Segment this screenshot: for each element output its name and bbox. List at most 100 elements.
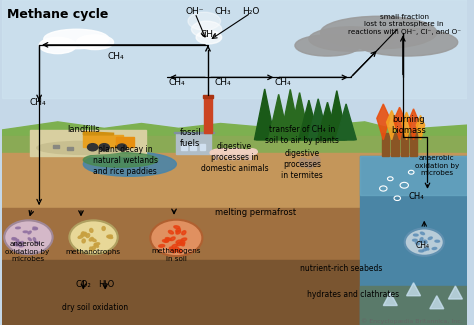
Bar	[214, 154, 217, 159]
Polygon shape	[327, 91, 347, 140]
Circle shape	[405, 228, 444, 256]
Polygon shape	[394, 107, 405, 140]
Polygon shape	[448, 286, 462, 299]
Ellipse shape	[94, 244, 99, 247]
Polygon shape	[83, 132, 114, 135]
Ellipse shape	[35, 241, 39, 244]
Ellipse shape	[312, 156, 320, 165]
Ellipse shape	[178, 249, 182, 253]
Ellipse shape	[165, 238, 171, 240]
Bar	[248, 154, 251, 159]
Ellipse shape	[82, 239, 85, 243]
Text: methanogens
in soil: methanogens in soil	[152, 248, 201, 262]
Polygon shape	[30, 130, 146, 156]
Ellipse shape	[12, 238, 17, 240]
Bar	[228, 154, 230, 159]
Ellipse shape	[435, 240, 439, 242]
Ellipse shape	[76, 35, 114, 49]
Polygon shape	[319, 122, 336, 140]
Ellipse shape	[90, 228, 93, 232]
Polygon shape	[2, 119, 467, 156]
Polygon shape	[268, 94, 289, 140]
Bar	[2, 260, 467, 325]
Ellipse shape	[39, 37, 76, 54]
Text: CH₄: CH₄	[168, 78, 185, 87]
Polygon shape	[280, 89, 301, 140]
FancyBboxPatch shape	[83, 135, 123, 147]
Polygon shape	[282, 109, 299, 140]
Ellipse shape	[227, 150, 252, 158]
Ellipse shape	[196, 31, 222, 44]
Ellipse shape	[320, 16, 437, 49]
Ellipse shape	[299, 158, 308, 167]
Text: CH₄: CH₄	[275, 78, 292, 87]
Text: digestive
processes
in termites: digestive processes in termites	[281, 149, 323, 180]
Ellipse shape	[176, 230, 181, 234]
Ellipse shape	[423, 249, 427, 251]
Ellipse shape	[420, 238, 423, 241]
Ellipse shape	[175, 247, 179, 251]
Ellipse shape	[182, 231, 186, 235]
Ellipse shape	[163, 240, 168, 242]
Ellipse shape	[19, 245, 24, 247]
Ellipse shape	[12, 238, 17, 240]
Ellipse shape	[420, 232, 425, 235]
Circle shape	[99, 144, 109, 151]
Ellipse shape	[86, 234, 90, 238]
Polygon shape	[299, 100, 319, 140]
Polygon shape	[409, 109, 419, 140]
Ellipse shape	[180, 242, 184, 246]
Text: landfills: landfills	[67, 125, 100, 135]
Ellipse shape	[169, 247, 174, 251]
Polygon shape	[317, 102, 338, 140]
Text: hydrates and clathrates: hydrates and clathrates	[307, 290, 399, 299]
Ellipse shape	[159, 245, 164, 247]
Ellipse shape	[413, 234, 418, 236]
Ellipse shape	[231, 148, 241, 154]
FancyBboxPatch shape	[176, 133, 211, 154]
Bar	[220, 154, 223, 159]
Ellipse shape	[181, 240, 185, 244]
Text: anaerobic
oxidation by
microbes: anaerobic oxidation by microbes	[5, 241, 50, 262]
Polygon shape	[338, 124, 355, 140]
Text: fossil
fuels: fossil fuels	[180, 128, 201, 148]
Ellipse shape	[428, 237, 432, 240]
Ellipse shape	[84, 232, 87, 236]
Ellipse shape	[210, 149, 236, 157]
Ellipse shape	[89, 238, 93, 241]
Text: CH₄: CH₄	[30, 98, 46, 107]
Text: H₂O: H₂O	[99, 280, 115, 289]
Text: melting permafrost: melting permafrost	[215, 208, 296, 217]
Ellipse shape	[19, 241, 23, 243]
Bar	[244, 154, 246, 159]
Polygon shape	[383, 292, 397, 306]
Bar	[90, 146, 96, 149]
Ellipse shape	[28, 238, 31, 241]
Bar	[231, 154, 234, 159]
Polygon shape	[360, 156, 467, 195]
Text: burning
biomass: burning biomass	[392, 115, 426, 135]
Text: Methane cycle: Methane cycle	[7, 8, 108, 21]
Polygon shape	[174, 132, 214, 133]
Ellipse shape	[295, 35, 360, 56]
Polygon shape	[407, 283, 420, 296]
Ellipse shape	[191, 21, 222, 37]
Ellipse shape	[33, 227, 37, 229]
Ellipse shape	[83, 152, 158, 167]
Polygon shape	[328, 110, 345, 140]
Polygon shape	[289, 93, 310, 140]
Ellipse shape	[177, 242, 182, 246]
Bar	[2, 208, 467, 266]
Bar	[391, 133, 399, 156]
Bar	[360, 286, 467, 325]
Bar	[181, 144, 187, 150]
Ellipse shape	[33, 228, 37, 230]
Text: OH⁻: OH⁻	[186, 7, 204, 16]
Ellipse shape	[33, 238, 36, 241]
Circle shape	[69, 220, 118, 254]
Ellipse shape	[419, 240, 424, 242]
Ellipse shape	[356, 29, 458, 56]
Ellipse shape	[309, 27, 392, 51]
Circle shape	[117, 144, 127, 150]
Bar	[410, 133, 417, 156]
